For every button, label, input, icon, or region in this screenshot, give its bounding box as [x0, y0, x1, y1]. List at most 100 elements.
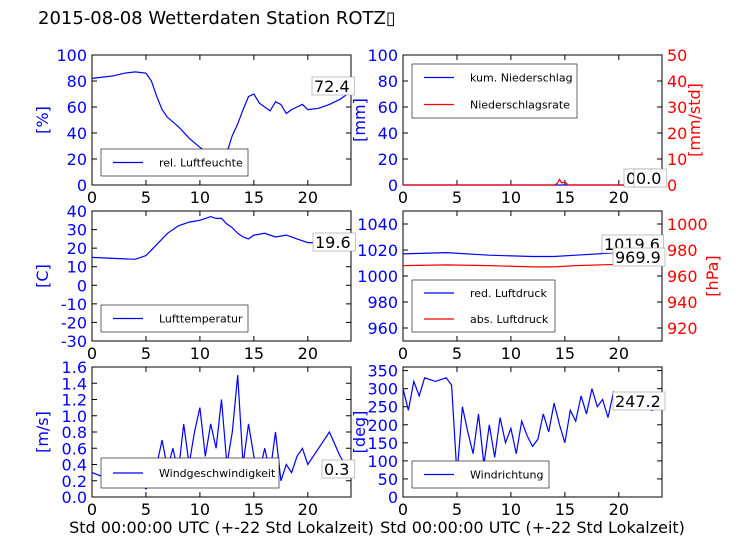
p1-ytick-label: 60 — [67, 98, 87, 117]
p2-ytick-label: 80 — [378, 72, 398, 91]
p4-ytick2-label: 960 — [667, 267, 698, 286]
p3-ytick-label: -30 — [61, 332, 87, 351]
p6-annotation-box — [612, 391, 666, 411]
p1-legend-label: rel. Luftfeuchte — [159, 157, 243, 170]
p2-xtick-label: 15 — [555, 188, 575, 207]
p5-annotation-box — [321, 459, 356, 479]
p3-annotation-box — [312, 232, 356, 252]
p4-annotation: 969.9 — [615, 248, 661, 267]
p4-ytick2-label: 940 — [667, 293, 698, 312]
p5-ytick-label: 0.2 — [62, 472, 87, 491]
p2-ytick-label: 20 — [378, 150, 398, 169]
p2-xtick-label: 5 — [452, 188, 462, 207]
p3-xtick-label: 10 — [190, 344, 210, 363]
p2-ylabel2: [mm/std] — [685, 83, 704, 157]
p4-legend-label: red. Luftdruck — [470, 287, 547, 300]
p6-ytick-label: 0 — [388, 488, 398, 507]
p5-ytick-label: 0.4 — [62, 456, 87, 475]
p3-ylabel: [C] — [33, 264, 52, 288]
p1-xtick-label: 20 — [298, 188, 318, 207]
p4-xtick-label: 15 — [555, 344, 575, 363]
p3-axes-frame — [91, 210, 352, 342]
p2-ytick2-label: 50 — [667, 46, 687, 65]
p3-annotation: 19.6 — [315, 233, 351, 252]
p4-ytick-label: 980 — [367, 293, 398, 312]
p6-ytick-label: 100 — [367, 452, 398, 471]
p4-series-1 — [402, 262, 663, 268]
p6-ytick-label: 50 — [378, 470, 398, 489]
p6-xtick-label: 5 — [452, 500, 462, 519]
p4-xtick-label: 20 — [609, 344, 629, 363]
p2-xtick-label: 10 — [501, 188, 521, 207]
p5-xtick-label: 20 — [298, 500, 318, 519]
p4-xtick-label: 0 — [398, 344, 408, 363]
p5-xtick-label: 5 — [141, 500, 151, 519]
p2-annotation-box — [633, 168, 668, 188]
p3-xtick-label: 0 — [87, 344, 97, 363]
p2-legend-box — [411, 63, 578, 119]
p3-xtick-label: 15 — [244, 344, 264, 363]
p2-ytick2-label: 30 — [667, 98, 687, 117]
p4-ytick2-label: 1000 — [667, 215, 708, 234]
p4-xtick-label: 10 — [501, 344, 521, 363]
p6-ylabel: [deg] — [350, 411, 369, 454]
p5-ytick-label: 1.2 — [62, 391, 87, 410]
p5-ytick-label: 1.0 — [62, 407, 87, 426]
p4-ytick-label: 1020 — [357, 241, 398, 260]
p2-series-1 — [403, 178, 662, 186]
p3-ytick-label: 30 — [67, 221, 87, 240]
p5-ytick-label: 1.6 — [62, 358, 87, 377]
p3-ytick-label: -10 — [61, 295, 87, 314]
p3-legend-label: Lufttemperatur — [159, 313, 243, 326]
chart-title: 2015-08-08 Wetterdaten Station ROTZ▯ — [38, 8, 396, 29]
p5-xtick-label: 0 — [87, 500, 97, 519]
p4-ytick-label: 1000 — [357, 267, 398, 286]
p1-ytick-label: 20 — [67, 150, 87, 169]
p4-ytick-label: 960 — [367, 319, 398, 338]
p2-ytick-label: 0 — [388, 176, 398, 195]
p5-ylabel: [m/s] — [33, 411, 52, 453]
p4-ylabel2: [hPa] — [703, 255, 722, 296]
p1-annotation: 72.4 — [314, 77, 350, 96]
p2-ytick-label: 100 — [367, 46, 398, 65]
p1-ylabel: [%] — [33, 106, 52, 134]
p6-xlabel: Std 00:00:00 UTC (+-22 Std Lokalzeit) — [380, 518, 685, 537]
p1-annotation-box — [311, 76, 355, 96]
p3-xtick-label: 5 — [141, 344, 151, 363]
p6-series-0 — [402, 377, 663, 476]
p1-xtick-label: 10 — [190, 188, 210, 207]
p6-ytick-label: 200 — [367, 416, 398, 435]
p2-legend-label: Niederschlagsrate — [470, 99, 570, 112]
p2-ytick-label: 40 — [378, 124, 398, 143]
p6-ytick-label: 250 — [367, 398, 398, 417]
p1-series-0 — [91, 71, 352, 159]
p5-xlabel: Std 00:00:00 UTC (+-22 Std Lokalzeit) — [69, 518, 374, 537]
p2-ylabel: [mm] — [350, 98, 369, 142]
p4-annotation-box — [612, 247, 666, 267]
p2-xtick-label: 0 — [398, 188, 408, 207]
p1-xtick-label: 15 — [244, 188, 264, 207]
p2-ytick2-label: 0 — [667, 176, 677, 195]
p3-ytick-label: 40 — [67, 202, 87, 221]
p1-axes-frame — [91, 54, 352, 186]
p4-legend-box — [411, 279, 556, 333]
p1-ytick-label: 40 — [67, 124, 87, 143]
p4-ytick-label: 1040 — [357, 215, 398, 234]
p1-ytick-label: 100 — [56, 46, 87, 65]
p6-ytick-label: 300 — [367, 380, 398, 399]
p3-ytick-label: 0 — [77, 276, 87, 295]
p3-ytick-label: 20 — [67, 239, 87, 258]
p4-ytick2-label: 920 — [667, 319, 698, 338]
p6-xtick-label: 0 — [398, 500, 408, 519]
p4-legend-label: abs. Luftdruck — [470, 313, 549, 326]
p3-ytick-label: -20 — [61, 313, 87, 332]
p5-legend-label: Windgeschwindigkeit — [159, 467, 276, 480]
p1-ytick-label: 0 — [77, 176, 87, 195]
p6-xtick-label: 15 — [555, 500, 575, 519]
p4-xtick-label: 5 — [452, 344, 462, 363]
p5-ytick-label: 0.6 — [62, 439, 87, 458]
p6-ytick-label: 350 — [367, 362, 398, 381]
p2-ytick2-label: 40 — [667, 72, 687, 91]
p3-ytick-label: 10 — [67, 258, 87, 277]
p6-xtick-label: 20 — [609, 500, 629, 519]
